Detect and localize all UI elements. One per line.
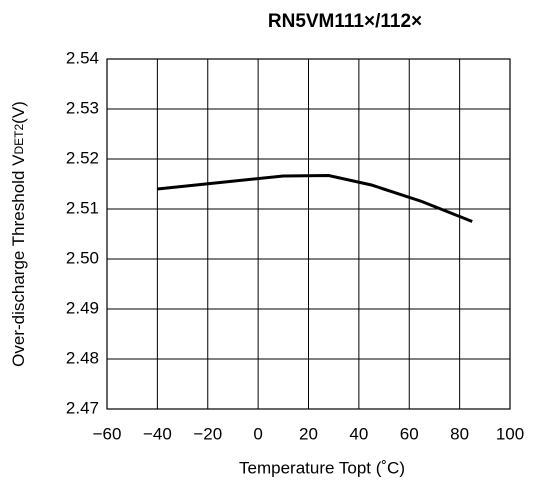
chart-title: RN5VM111×/112×: [268, 11, 422, 32]
x-tick-label: 80: [450, 424, 469, 443]
data-line: [157, 173, 473, 223]
y-label-text: Over-discharge Threshold V: [9, 154, 28, 367]
x-tick-label: 60: [400, 424, 419, 443]
x-tick-label: 0: [253, 424, 262, 443]
plot-frame: [106, 58, 511, 410]
y-tick-label: 2.54: [66, 48, 99, 67]
y-tick-label: 2.51: [66, 198, 99, 217]
x-tick-label: −60: [93, 424, 122, 443]
x-tick-label: −20: [193, 424, 222, 443]
y-label-subscript: DET2: [12, 124, 26, 155]
x-tick-label: −40: [143, 424, 172, 443]
y-tick-label: 2.53: [66, 98, 99, 117]
x-tick-label: 100: [496, 424, 524, 443]
x-tick-label: 20: [299, 424, 318, 443]
y-tick-label: 2.50: [66, 248, 99, 267]
y-tick-label: 2.52: [66, 148, 99, 167]
y-tick-label: 2.49: [66, 298, 99, 317]
y-label-suffix: (V): [9, 101, 28, 124]
y-axis-label: Over-discharge Threshold VDET2(V): [9, 101, 28, 367]
y-tick-label: 2.47: [66, 398, 99, 417]
x-axis-label: Temperature Topt (˚C): [239, 458, 405, 477]
x-tick-label: 40: [349, 424, 368, 443]
y-tick-label: 2.48: [66, 348, 99, 367]
